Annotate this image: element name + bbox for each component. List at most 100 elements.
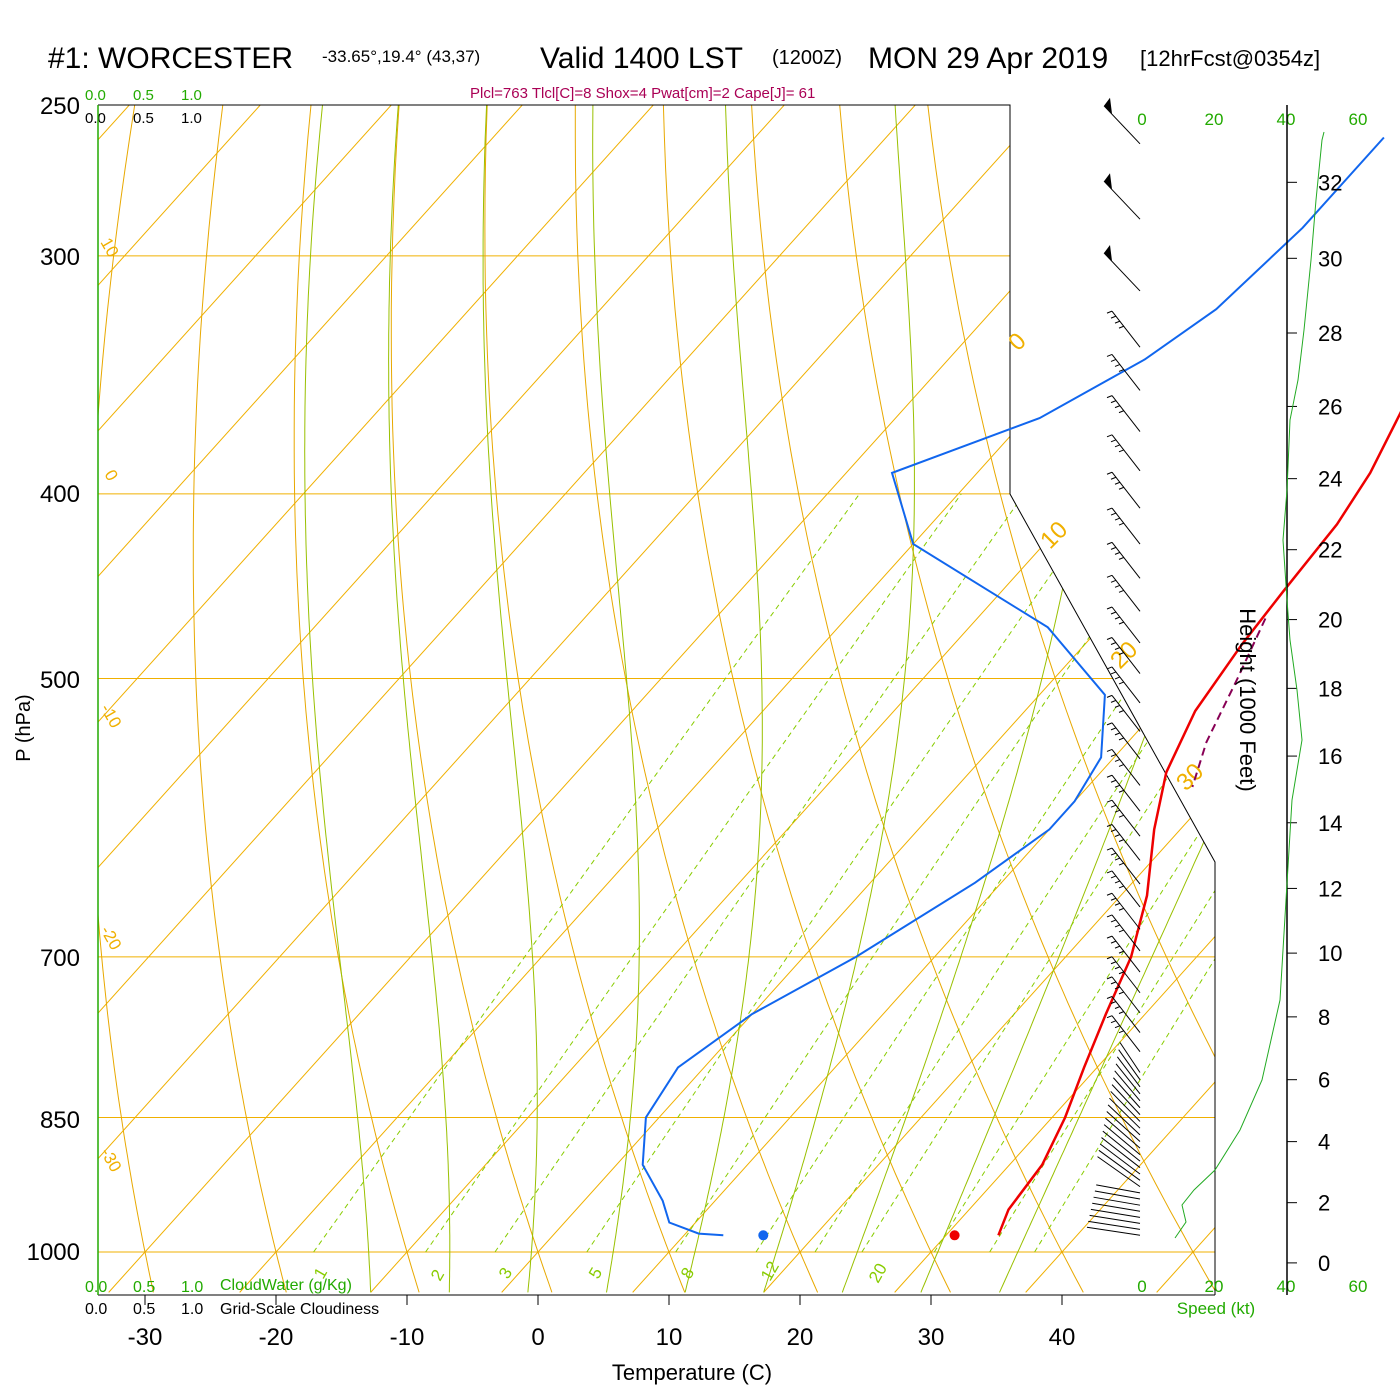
wind-barb-feather (1106, 870, 1113, 874)
isotherm-line (98, 105, 685, 1293)
wind-barb-feather (1106, 574, 1113, 578)
dry-adiabat-line (484, 105, 686, 1293)
wind-barb-feather (1118, 839, 1125, 842)
wind-barb-feather (1110, 753, 1117, 757)
wind-barb-feather (1114, 834, 1121, 837)
wind-barb-feather (1118, 709, 1125, 713)
wind-barb-staff (1111, 310, 1141, 348)
wind-barb-staff (1111, 892, 1141, 930)
wind-barb-staff (1111, 542, 1141, 579)
adiabat-label: 30 (1171, 758, 1209, 796)
wind-barb-feather (1110, 940, 1117, 944)
adiabat-label: 0 (1003, 328, 1032, 357)
wind-barb-staff (1106, 1111, 1141, 1142)
wind-barb-feather (1118, 950, 1125, 954)
wind-barb-staff (1111, 606, 1141, 644)
wind-barb-staff (1111, 847, 1141, 885)
height-tick-label: 26 (1318, 394, 1342, 419)
wind-barb-feather (1110, 875, 1117, 879)
cloudiness-tick: 0.5 (133, 1301, 155, 1318)
wind-barb-staff (1118, 1049, 1141, 1080)
wind-barb-feather (1106, 799, 1113, 803)
wind-barb-feather (1110, 852, 1117, 856)
speed-tick: 20 (1205, 1277, 1224, 1296)
wind-barb-flag (1104, 173, 1112, 190)
wind-barb-feather (1114, 444, 1121, 448)
wind-barb-feather (1114, 857, 1121, 861)
mixing-ratio-label: 2 (427, 1266, 448, 1284)
wind-barb-feather (1118, 929, 1125, 933)
mixing-ratio-label: 8 (677, 1264, 698, 1282)
wind-barb-staff (1098, 1149, 1141, 1181)
wind-barb-feather (1106, 935, 1113, 939)
wind-barb-feather (1118, 681, 1125, 685)
isotherm-line (98, 105, 554, 1293)
dry-adiabat-line (923, 105, 1215, 1293)
wind-barb-feather (1118, 652, 1125, 655)
cloudiness-tick: 1.0 (181, 110, 202, 127)
wind-barb-feather (1114, 784, 1121, 788)
temperature-tick-label: -20 (259, 1324, 294, 1351)
wind-barb-feather (1106, 637, 1113, 640)
wind-barb-feather (1110, 358, 1117, 362)
wind-barb-feather (1106, 507, 1113, 511)
wind-barb-feather (1114, 517, 1121, 521)
wind-barb-staff (1109, 1097, 1141, 1129)
wind-barb-feather (1114, 966, 1121, 970)
mixing-ratio-line (755, 493, 1215, 1253)
wind-barb-staff (1111, 956, 1141, 994)
forecast-run: [12hrFcst@0354z] (1140, 46, 1320, 71)
temperature-tick-label: 30 (918, 1324, 945, 1351)
temperature-profile-line (997, 411, 1400, 1236)
wind-barb-staff (1103, 252, 1141, 292)
temperature-axis-label: Temperature (C) (612, 1360, 772, 1385)
wind-barb-feather (1106, 395, 1113, 399)
wind-barb-staff (1103, 105, 1141, 145)
wind-barb-feather (1110, 897, 1117, 901)
pressure-tick-label: 300 (40, 244, 80, 271)
mixing-ratio-line (313, 493, 860, 1253)
pressure-tick-label: 500 (40, 667, 80, 694)
height-tick-label: 24 (1318, 467, 1342, 492)
wind-barb-flag (1104, 97, 1112, 114)
isotherm-line (98, 105, 423, 1293)
wind-barb-staff (1111, 471, 1141, 509)
mixing-ratio-label: 5 (585, 1264, 606, 1282)
wind-barb-feather (1114, 676, 1121, 680)
wind-barb-feather (1110, 961, 1117, 965)
speed-scale-bottom: 0 20 40 60 Speed (kt) (1137, 1277, 1367, 1318)
sounding-indices: Plcl=763 Tlcl[C]=8 Shox=4 Pwat[cm]=2 Cap… (470, 85, 815, 102)
moist-adiabat-line (684, 105, 763, 1293)
height-tick-label: 30 (1318, 246, 1342, 271)
moist-adiabat-line (763, 105, 915, 1293)
wind-barb-staff (1111, 575, 1141, 612)
dry-adiabat-line (192, 105, 287, 1293)
temperature-tick-label: 20 (787, 1324, 814, 1351)
speed-tick: 0 (1137, 1277, 1146, 1296)
wind-barb-feather (1114, 481, 1121, 485)
wind-barb-feather (1106, 310, 1113, 314)
dry-adiabat-line (574, 105, 819, 1293)
wind-barb-feather (1110, 611, 1117, 615)
valid-time: Valid 1400 LST (540, 42, 743, 75)
wind-barb-staff (1111, 354, 1141, 391)
wind-barb-feather (1114, 584, 1121, 588)
forecast-date: MON 29 Apr 2019 (868, 42, 1108, 75)
wind-barb-feather (1106, 914, 1113, 918)
wind-barb-feather (1114, 924, 1121, 928)
temperature-tick-label: -10 (390, 1324, 425, 1351)
wind-barb-staff (1111, 749, 1141, 786)
wind-barb-feather (1118, 789, 1125, 793)
isotherm-line (98, 105, 1078, 1293)
dry-adiabat-line (98, 105, 154, 1293)
wind-barb-staff (1111, 1015, 1141, 1053)
isotherm-line (894, 105, 1215, 1293)
height-tick-label: 12 (1318, 876, 1342, 901)
speed-tick: 20 (1205, 110, 1224, 129)
wind-barb-feather (1110, 727, 1117, 731)
dry-adiabat-line (1360, 71, 1400, 1292)
wind-barb-feather (1114, 320, 1121, 324)
speed-tick: 0 (1137, 110, 1146, 129)
pressure-tick-label: 700 (40, 945, 80, 972)
